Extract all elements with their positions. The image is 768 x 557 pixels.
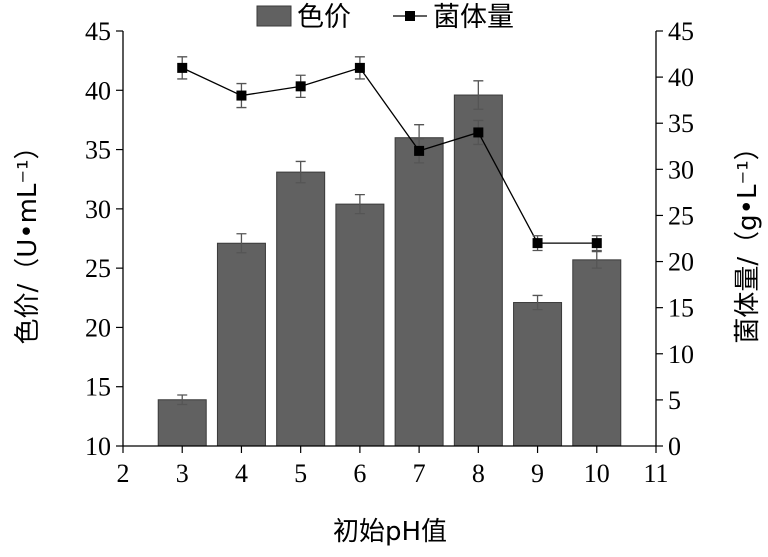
x-tick-label-6: 6 (353, 459, 366, 488)
legend: 色价 菌体量 (256, 2, 514, 33)
bar-error-ph-4 (236, 233, 247, 254)
right-y-tick-label-35: 35 (668, 109, 694, 138)
x-tick-label-4: 4 (235, 459, 248, 488)
legend-bar-swatch (256, 5, 292, 27)
bar-ph-9 (513, 302, 563, 447)
bar-error-ph-10 (591, 250, 602, 269)
left-y-tick-label-10: 10 (85, 432, 111, 461)
bar-ph-5 (276, 171, 326, 447)
left-y-tick-label-15: 15 (85, 373, 111, 402)
bar-error-ph-5 (295, 160, 306, 184)
left-y-tick-label-20: 20 (85, 313, 111, 342)
left-y-tick-label-30: 30 (85, 195, 111, 224)
biomass-point-ph-4 (236, 90, 247, 101)
biomass-point-ph-7 (414, 145, 425, 156)
bar-ph-4 (216, 242, 266, 447)
right-y-tick-label-5: 5 (668, 386, 681, 415)
left-y-tick-label-40: 40 (85, 76, 111, 105)
x-tick-label-3: 3 (176, 459, 189, 488)
x-tick-label-10: 10 (584, 459, 610, 488)
bar-error-ph-6 (354, 193, 365, 215)
right-y-tick-label-45: 45 (668, 17, 694, 46)
left-y-axis-title: 色价/（U•mL⁻¹） (13, 133, 43, 344)
bars-layer (157, 94, 622, 447)
biomass-line (181, 67, 597, 244)
x-tick-label-8: 8 (472, 459, 485, 488)
right-y-axis-title: 菌体量/（g•L⁻¹） (733, 134, 763, 343)
x-tick-label-9: 9 (531, 459, 544, 488)
right-y-tick-label-20: 20 (668, 248, 694, 277)
right-y-tick-label-0: 0 (668, 432, 681, 461)
right-y-tick-label-40: 40 (668, 63, 694, 92)
right-y-tick-label-10: 10 (668, 340, 694, 369)
x-tick-label-11: 11 (643, 459, 668, 488)
biomass-point-ph-6 (354, 62, 365, 73)
right-y-tick-label-25: 25 (668, 201, 694, 230)
legend-marker-swatch (405, 11, 415, 21)
axes-layer: 2 3 4 5 6 7 8 9 10 111015202530354045051015202530… (85, 17, 694, 488)
bar-error-ph-9 (532, 294, 543, 311)
biomass-point-ph-10 (591, 238, 602, 249)
biomass-point-ph-9 (532, 238, 543, 249)
bar-ph-6 (335, 203, 385, 447)
biomass-point-ph-5 (295, 81, 306, 92)
left-y-tick-label-45: 45 (85, 17, 111, 46)
x-axis-title: 初始pH值 (333, 517, 447, 547)
x-tick-label-5: 5 (294, 459, 307, 488)
bar-error-bars (177, 80, 602, 406)
biomass-point-ph-3 (177, 62, 188, 73)
right-y-tick-label-15: 15 (668, 294, 694, 323)
legend-label-series-1: 色价 (297, 2, 351, 33)
right-y-tick-label-30: 30 (668, 155, 694, 184)
bar-ph-3 (157, 399, 207, 447)
left-y-tick-label-25: 25 (85, 254, 111, 283)
bar-ph-7 (394, 137, 444, 447)
line-layer (177, 56, 602, 252)
bar-error-ph-3 (177, 394, 188, 406)
bar-error-ph-8 (473, 80, 484, 110)
left-y-tick-label-35: 35 (85, 136, 111, 165)
bar-ph-8 (453, 94, 503, 447)
x-tick-label-7: 7 (413, 459, 426, 488)
x-tick-label-2: 2 (117, 459, 130, 488)
legend-label-series-2: 菌体量 (433, 2, 514, 33)
bar-ph-10 (572, 259, 622, 447)
biomass-point-ph-8 (473, 127, 484, 138)
